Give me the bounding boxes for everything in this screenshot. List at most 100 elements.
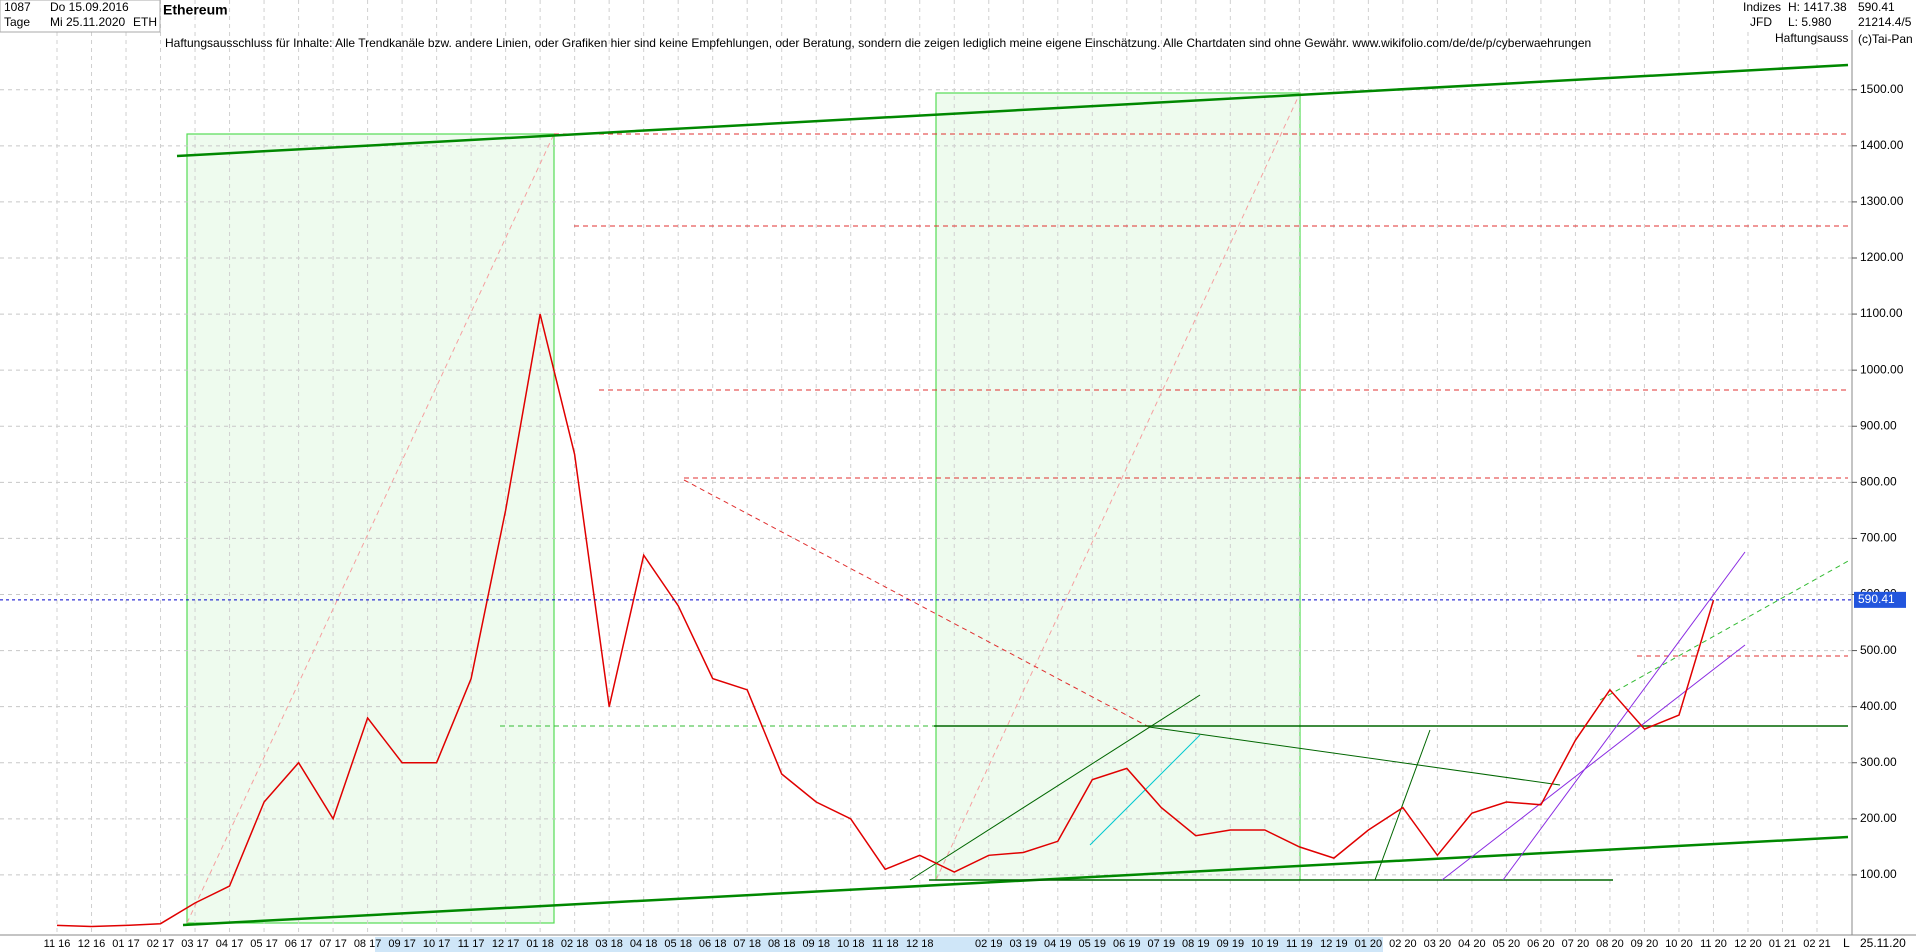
trend-line <box>1148 726 1561 786</box>
y-tick-label: 200.00 <box>1860 811 1897 825</box>
x-tick-label: 09 18 <box>802 938 830 950</box>
y-tick-label: 1100.00 <box>1860 306 1903 320</box>
x-tick-label: 04 20 <box>1458 938 1486 950</box>
x-tick-label: 06 17 <box>285 938 313 950</box>
y-tick-label: 400.00 <box>1860 699 1897 713</box>
x-tick-label: 04 18 <box>630 938 658 950</box>
x-tick-label: 05 20 <box>1493 938 1521 950</box>
y-tick-label: 900.00 <box>1860 418 1897 432</box>
scale-mode: L <box>1843 936 1850 950</box>
chart-title: Ethereum <box>163 2 228 18</box>
trend-line <box>186 133 555 924</box>
last-date: 25.11.20 <box>1860 936 1906 950</box>
trend-line <box>1599 559 1851 701</box>
x-tick-label: 08 20 <box>1596 938 1624 950</box>
copyright: (c)Tai-Pan <box>1858 32 1913 46</box>
x-tick-label: 02 17 <box>147 938 175 950</box>
x-tick-label: 12 16 <box>78 938 106 950</box>
disclaimer: Haftungsausschluss für Inhalte: Alle Tre… <box>165 36 1591 50</box>
x-tick-label: 12 20 <box>1734 938 1762 950</box>
bar-count[interactable]: 1087 <box>4 0 31 14</box>
x-tick-label: 11 17 <box>458 938 485 950</box>
x-tick-label: 05 19 <box>1079 938 1107 950</box>
price-tag-label: 590.41 <box>1858 592 1895 606</box>
x-tick-label: 08 17 <box>354 938 382 950</box>
x-tick-label: 10 18 <box>837 938 865 950</box>
x-tick-label: 01 18 <box>526 938 554 950</box>
trend-line <box>935 92 1301 881</box>
x-tick-label: 12 19 <box>1320 938 1348 950</box>
group: Indizes <box>1743 0 1781 14</box>
trend-lines <box>176 63 1849 927</box>
x-tick-label: 03 18 <box>595 938 623 950</box>
price-line <box>56 313 1715 928</box>
x-tick-label: 02 18 <box>561 938 589 950</box>
x-tick-label: 07 19 <box>1148 938 1176 950</box>
x-tick-label: 08 18 <box>768 938 796 950</box>
x-tick-label: 02 19 <box>975 938 1003 950</box>
broker: JFD <box>1750 15 1772 29</box>
y-tick-label: 1500.00 <box>1860 82 1904 96</box>
x-tick-label: 04 19 <box>1044 938 1072 950</box>
end-date: Mi 25.11.2020 <box>50 15 125 29</box>
x-tick-label: 05 17 <box>250 938 278 950</box>
x-tick-label: 11 16 <box>44 938 71 950</box>
x-tick-label: 06 20 <box>1527 938 1555 950</box>
low: L: 5.980 <box>1788 15 1832 29</box>
x-tick-label: 06 18 <box>699 938 727 950</box>
axis-panel <box>1853 0 1916 935</box>
trend-line <box>683 479 1150 728</box>
x-tick-label: 01 21 <box>1769 938 1797 950</box>
trend-line <box>1502 551 1746 881</box>
x-tick-label: 02 20 <box>1389 938 1417 950</box>
channel-top <box>176 63 1849 158</box>
high: H: 1417.38 <box>1788 0 1847 14</box>
y-tick-label: 500.00 <box>1860 643 1897 657</box>
y-tick-label: 1300.00 <box>1860 194 1904 208</box>
x-tick-label: 06 19 <box>1113 938 1141 950</box>
x-tick-label: 10 19 <box>1251 938 1279 950</box>
note: Haftungsauss <box>1775 31 1848 45</box>
x-tick-label: 01 20 <box>1355 938 1383 950</box>
price-tag <box>1854 591 1906 608</box>
x-tick-label: 07 18 <box>733 938 761 950</box>
y-tick-label: 300.00 <box>1860 755 1897 769</box>
symbol: ETH <box>133 15 157 29</box>
x-tick-label: 03 17 <box>181 938 209 950</box>
trend-line <box>1441 644 1746 881</box>
y-tick-label: 1400.00 <box>1860 138 1904 152</box>
y-tick-label: 100.00 <box>1860 867 1897 881</box>
x-tick-label: 04 17 <box>216 938 244 950</box>
x-tick-label: 09 19 <box>1217 938 1245 950</box>
trend-line <box>909 694 1201 881</box>
x-tick-label: 08 19 <box>1182 938 1210 950</box>
x-tick-label: 09 20 <box>1631 938 1659 950</box>
info-box <box>0 0 161 33</box>
x-tick-label: 11 18 <box>872 938 899 950</box>
period[interactable]: Tage <box>4 15 30 29</box>
x-tick-label: 10 17 <box>423 938 451 950</box>
info-box <box>1740 0 1916 30</box>
last-price: 590.41 <box>1858 0 1895 14</box>
channel-bottom <box>182 835 1849 927</box>
x-tick-label: 02 21 <box>1803 938 1831 950</box>
x-tick-label: 07 20 <box>1562 938 1590 950</box>
volume: 21214.4/5 <box>1858 15 1912 29</box>
trend-line <box>1374 729 1431 881</box>
x-tick-label: 12 17 <box>492 938 520 950</box>
y-tick-label: 700.00 <box>1860 531 1897 545</box>
x-highlight <box>375 937 1383 952</box>
x-tick-label: 09 17 <box>388 938 416 950</box>
y-tick-label: 1000.00 <box>1860 362 1904 376</box>
x-tick-label: 01 17 <box>112 938 140 950</box>
x-tick-label: 11 19 <box>1286 938 1313 950</box>
y-tick-label: 800.00 <box>1860 474 1897 488</box>
y-tick-label: 1200.00 <box>1860 250 1904 264</box>
x-tick-label: 03 20 <box>1424 938 1452 950</box>
x-tick-label: 10 20 <box>1665 938 1693 950</box>
x-tick-label: 03 19 <box>1010 938 1038 950</box>
x-tick-label: 05 18 <box>664 938 692 950</box>
annotations <box>186 92 1851 924</box>
